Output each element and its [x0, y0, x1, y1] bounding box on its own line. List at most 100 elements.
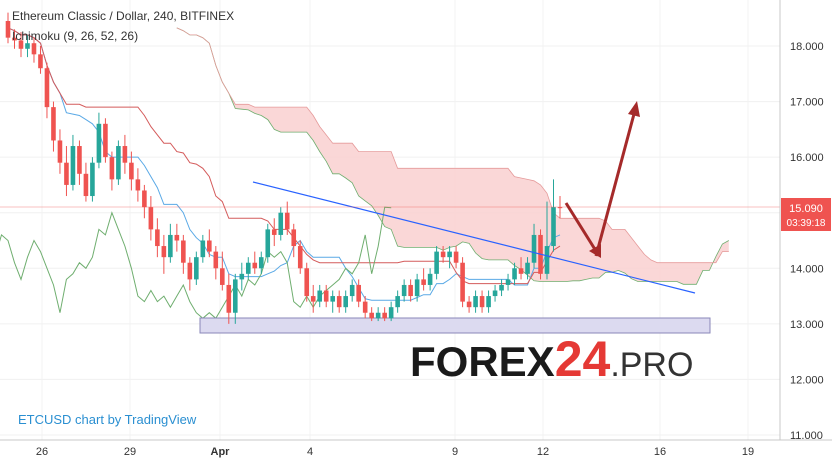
candle [5, 12, 11, 44]
candle-body [57, 140, 63, 163]
candle [356, 279, 361, 308]
candle [466, 296, 472, 313]
candle-body [44, 68, 50, 108]
candle [492, 284, 498, 302]
forecast-arrow-down [564, 202, 598, 252]
candle-body [401, 284, 407, 297]
candle [473, 290, 478, 313]
candle [440, 246, 446, 263]
candle [349, 279, 355, 302]
candle [252, 251, 258, 274]
x-tick-label: 12 [537, 446, 549, 458]
candle-body [155, 229, 160, 247]
candle-body [414, 279, 420, 297]
watermark-forex: FOREX [410, 338, 555, 385]
watermark-logo: FOREX24.PRO [410, 331, 693, 387]
candle-body [38, 54, 43, 69]
candle [317, 284, 323, 308]
candle-body [499, 284, 504, 291]
candle [77, 140, 82, 185]
candle-body [83, 173, 89, 197]
candle-body [239, 273, 245, 280]
y-tick-label: 16.000 [790, 152, 824, 164]
leading-span-a [176, 27, 729, 285]
candle [323, 284, 329, 308]
candle [499, 279, 504, 297]
candle [343, 290, 348, 313]
candle-body [207, 240, 212, 252]
x-tick-labels: 26 29 Apr 4 9 12 16 19 [36, 446, 754, 458]
candle-body [213, 251, 219, 269]
base-line [7, 27, 561, 285]
candle [271, 218, 277, 247]
candle-body [421, 279, 426, 285]
candle [395, 290, 400, 313]
candle-body [31, 43, 37, 55]
candle [544, 201, 550, 280]
candle [226, 273, 232, 324]
candle-body [291, 229, 297, 247]
candle-body [427, 273, 433, 285]
candle-body [466, 301, 472, 308]
candle [434, 246, 439, 280]
candle [135, 168, 141, 202]
forecast-arrow-up [594, 113, 636, 257]
candle [181, 234, 186, 274]
candle-body [518, 268, 524, 274]
candle [297, 240, 303, 274]
candle [375, 307, 381, 322]
candle [512, 262, 517, 285]
candle [382, 307, 387, 322]
y-tick-label: 13.000 [790, 319, 824, 331]
candle [83, 162, 89, 202]
y-tick-label: 17.000 [790, 97, 824, 109]
candle [194, 251, 199, 285]
candle-body [479, 296, 485, 308]
candle-body [453, 251, 459, 263]
candle-body [297, 246, 303, 269]
candle-body [5, 20, 11, 38]
candle [109, 151, 115, 191]
candle [90, 157, 95, 202]
candle [336, 290, 342, 313]
candle-body [18, 40, 24, 49]
candle-body [388, 307, 394, 319]
candle-body [194, 257, 199, 280]
price-badge-value: 15.090 [789, 203, 823, 215]
watermark-24: 24 [555, 331, 611, 387]
candle [505, 273, 511, 291]
candle-body [181, 240, 186, 263]
candle [213, 246, 219, 280]
candle [18, 32, 24, 58]
candle [427, 268, 433, 291]
svg-text:FOREX24.PRO: FOREX24.PRO [410, 331, 693, 387]
candle-body [362, 301, 368, 313]
candle [310, 284, 316, 313]
candle-body [486, 296, 491, 308]
candle [278, 207, 284, 241]
candle-body [460, 262, 465, 302]
candle-body [174, 234, 180, 241]
candle-body [25, 43, 30, 49]
watermark-pro: .PRO [610, 346, 693, 384]
candle [531, 223, 537, 269]
candle-body [187, 262, 193, 280]
candle [258, 251, 264, 274]
y-tick-label: 14.000 [790, 263, 824, 275]
candle-body [440, 251, 446, 258]
candle [486, 290, 491, 313]
candle-body [330, 296, 336, 302]
candle-body [265, 229, 271, 258]
candle [265, 223, 271, 263]
candle [31, 37, 37, 63]
candle [57, 129, 63, 174]
candle [220, 251, 225, 291]
leading-span-b [176, 27, 729, 264]
candle-body [323, 290, 329, 302]
candle-body [356, 284, 361, 302]
cloud-area [176, 27, 729, 285]
y-tick-label: 18.000 [790, 41, 824, 53]
candle [161, 234, 167, 274]
candle [122, 134, 128, 174]
x-tick-label: 19 [742, 446, 754, 458]
